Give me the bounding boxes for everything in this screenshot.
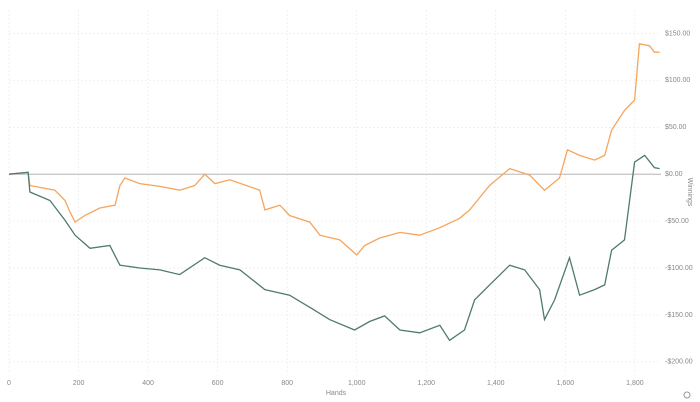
x-tick-label: 1,400 [487,380,505,387]
y-tick-label: $50.00 [665,124,687,131]
y-axis-label: Winnings [686,178,693,207]
x-tick-label: 200 [73,380,85,387]
y-tick-label: $150.00 [665,30,690,37]
x-axis-label: Hands [326,390,347,397]
x-tick-label: 1,600 [557,380,575,387]
y-tick-label: $0.00 [665,171,683,178]
x-tick-label: 1,200 [418,380,436,387]
x-tick-label: 0 [7,380,11,387]
y-tick-label: -$50.00 [665,218,689,225]
y-tick-label: -$100.00 [665,265,693,272]
x-tick-label: 1,000 [348,380,366,387]
series-line [8,154,660,342]
x-tick-label: 600 [212,380,224,387]
x-tick-label: 1,800 [626,380,644,387]
y-tick-label: -$200.00 [665,359,693,366]
x-tick-label: 400 [142,380,154,387]
settings-icon[interactable] [683,391,691,399]
y-tick-label: $100.00 [665,77,690,84]
y-tick-label: -$150.00 [665,312,693,319]
series-line [8,43,660,256]
x-tick-label: 800 [281,380,293,387]
